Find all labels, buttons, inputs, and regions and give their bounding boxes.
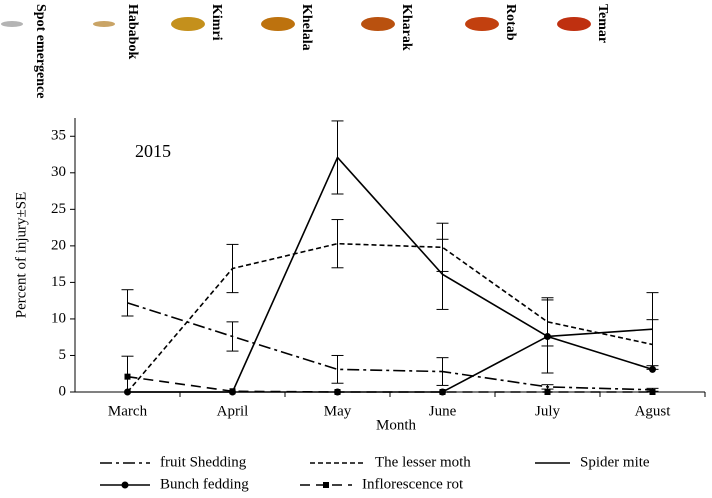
error-bar bbox=[331, 219, 344, 269]
stage-label: Spot emergence bbox=[33, 4, 48, 98]
stage-swatch bbox=[171, 17, 205, 31]
legend-label: fruit Shedding bbox=[160, 454, 247, 470]
error-bar bbox=[331, 120, 344, 195]
x-tick-label: March bbox=[108, 403, 148, 419]
stage-swatch bbox=[557, 17, 591, 31]
error-bar bbox=[226, 321, 239, 352]
x-tick-label: June bbox=[429, 403, 457, 419]
stage-swatch bbox=[261, 17, 295, 31]
series-line bbox=[127, 156, 653, 393]
series-line bbox=[126, 242, 653, 393]
stage-label: Temar bbox=[595, 4, 610, 43]
y-axis-label: Percent of injury±SE bbox=[13, 192, 29, 319]
series-line bbox=[127, 335, 653, 393]
x-tick-label: Agust bbox=[635, 403, 672, 419]
point bbox=[649, 365, 656, 373]
legend-label: Inflorescence rot bbox=[362, 476, 464, 492]
annotation: 2015 bbox=[135, 141, 171, 161]
error-bar bbox=[436, 357, 449, 386]
stage-swatch bbox=[93, 21, 115, 27]
x-axis-label: Month bbox=[376, 417, 417, 433]
point bbox=[439, 389, 446, 395]
legend-marker bbox=[121, 481, 129, 489]
y-tick-label: 20 bbox=[51, 237, 66, 253]
stage-label: Rotab bbox=[503, 4, 518, 41]
x-tick-label: July bbox=[535, 403, 561, 419]
point bbox=[649, 389, 656, 395]
error-bar bbox=[436, 238, 449, 310]
legend-label: Bunch fedding bbox=[160, 476, 249, 492]
error-bar bbox=[331, 354, 344, 384]
y-tick-label: 15 bbox=[51, 274, 66, 290]
stage-label: Hababok bbox=[125, 4, 140, 59]
stage-swatch bbox=[465, 17, 499, 31]
stage-swatch bbox=[361, 17, 395, 31]
stage-label: Kharak bbox=[399, 4, 414, 51]
error-bar bbox=[646, 292, 659, 367]
y-tick-label: 25 bbox=[51, 201, 66, 217]
y-tick-label: 10 bbox=[51, 310, 66, 326]
y-tick-label: 30 bbox=[51, 164, 66, 180]
legend-label: The lesser moth bbox=[375, 454, 471, 470]
error-bar bbox=[541, 384, 554, 390]
stage-label: Kimri bbox=[209, 4, 224, 41]
point bbox=[334, 389, 341, 395]
point bbox=[544, 332, 551, 340]
x-tick-label: May bbox=[324, 403, 352, 419]
point bbox=[124, 373, 131, 380]
y-tick-label: 5 bbox=[59, 347, 67, 363]
stage-label: Khelala bbox=[299, 4, 314, 51]
legend-label: Spider mite bbox=[580, 454, 650, 470]
point bbox=[544, 389, 551, 395]
legend-marker bbox=[323, 482, 329, 488]
y-tick-label: 35 bbox=[51, 128, 66, 144]
error-bar bbox=[121, 289, 134, 317]
series-line bbox=[127, 375, 653, 393]
error-bar bbox=[226, 243, 239, 294]
stage-swatch bbox=[1, 21, 23, 27]
series-line bbox=[127, 302, 653, 391]
y-tick-label: 0 bbox=[59, 383, 67, 399]
x-tick-label: April bbox=[217, 403, 249, 419]
point bbox=[229, 388, 236, 395]
